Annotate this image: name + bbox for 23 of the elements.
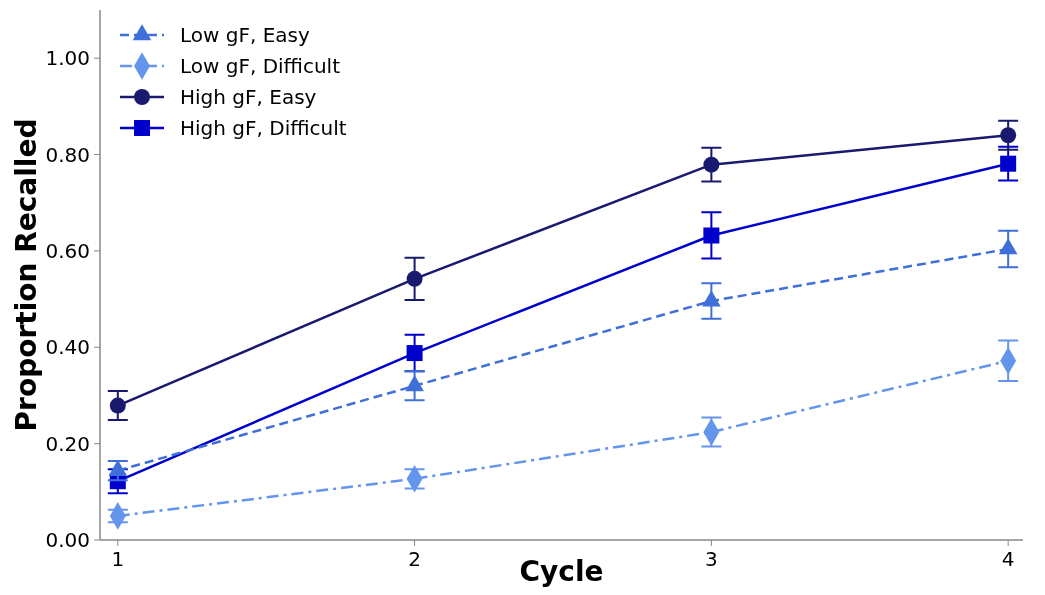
point — [406, 345, 423, 362]
y-tick-label: 0.00 — [45, 528, 90, 552]
y-tick-label: 0.20 — [45, 431, 90, 456]
legend-label: Low gF, Difficult — [180, 54, 341, 78]
point — [703, 156, 720, 173]
y-axis-title: Proportion Recalled — [10, 118, 43, 432]
y-tick-label: 0.40 — [45, 335, 90, 360]
point — [406, 270, 423, 287]
x-tick-label: 2 — [408, 547, 421, 571]
x-tick-label: 4 — [1001, 547, 1015, 571]
point — [703, 227, 720, 244]
point — [109, 397, 126, 414]
point — [1000, 155, 1017, 172]
y-tick-label: 0.60 — [45, 238, 90, 263]
y-tick-label: 1.00 — [45, 46, 90, 71]
point — [1000, 127, 1017, 144]
x-axis-title: Cycle — [519, 555, 604, 588]
legend-label: High gF, Easy — [180, 85, 317, 109]
legend-label: Low gF, Easy — [180, 23, 310, 47]
x-tick-label: 3 — [705, 547, 718, 571]
x-tick-label: 1 — [111, 547, 125, 571]
legend-label: High gF, Difficult — [180, 116, 347, 140]
y-tick-label: 0.80 — [45, 142, 90, 167]
